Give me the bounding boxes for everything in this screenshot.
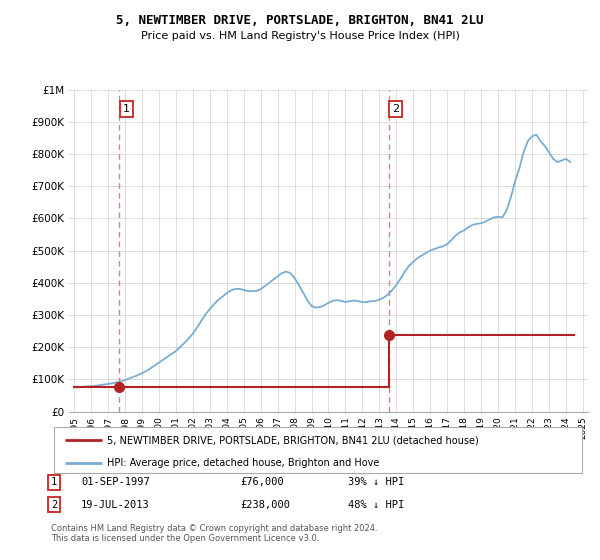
Text: Contains HM Land Registry data © Crown copyright and database right 2024.
This d: Contains HM Land Registry data © Crown c… (51, 524, 377, 543)
Text: 2: 2 (392, 104, 399, 114)
Text: £76,000: £76,000 (240, 477, 284, 487)
Text: 48% ↓ HPI: 48% ↓ HPI (348, 500, 404, 510)
Text: Price paid vs. HM Land Registry's House Price Index (HPI): Price paid vs. HM Land Registry's House … (140, 31, 460, 41)
Text: 5, NEWTIMBER DRIVE, PORTSLADE, BRIGHTON, BN41 2LU (detached house): 5, NEWTIMBER DRIVE, PORTSLADE, BRIGHTON,… (107, 435, 479, 445)
Text: 1: 1 (51, 477, 57, 487)
Text: 19-JUL-2013: 19-JUL-2013 (81, 500, 150, 510)
Text: 01-SEP-1997: 01-SEP-1997 (81, 477, 150, 487)
Text: 2: 2 (51, 500, 57, 510)
FancyBboxPatch shape (54, 427, 582, 473)
Text: 39% ↓ HPI: 39% ↓ HPI (348, 477, 404, 487)
Text: £238,000: £238,000 (240, 500, 290, 510)
Text: 1: 1 (123, 104, 130, 114)
Text: 5, NEWTIMBER DRIVE, PORTSLADE, BRIGHTON, BN41 2LU: 5, NEWTIMBER DRIVE, PORTSLADE, BRIGHTON,… (116, 14, 484, 27)
Text: HPI: Average price, detached house, Brighton and Hove: HPI: Average price, detached house, Brig… (107, 458, 379, 468)
